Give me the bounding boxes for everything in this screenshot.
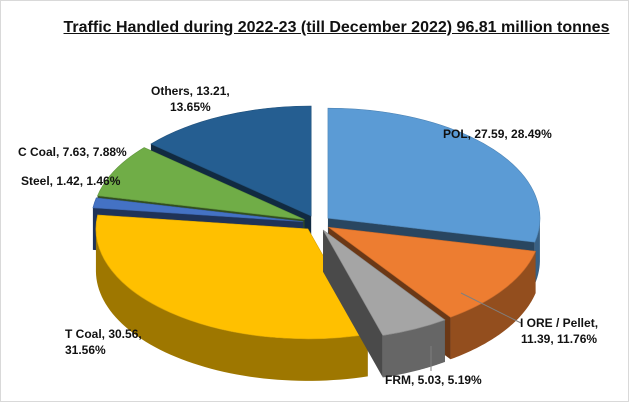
- leader-line: [460, 292, 522, 324]
- slice-wall: [323, 229, 383, 378]
- slice-top: [150, 105, 312, 217]
- label-frm: FRM, 5.03, 5.19%: [385, 373, 482, 387]
- slice-side: [450, 251, 536, 360]
- slice-top: [97, 147, 305, 220]
- pie-slice-frm: [322, 229, 446, 378]
- slice-side: [534, 219, 540, 285]
- label-pol: POL, 27.59, 28.49%: [443, 127, 552, 141]
- slice-top: [95, 214, 369, 340]
- slice-top: [327, 226, 536, 318]
- chart-title: Traffic Handled during 2022-23 (till Dec…: [63, 19, 610, 36]
- label-c-coal: C Coal, 7.63, 7.88%: [18, 145, 127, 159]
- pie-slice-t-coal: [95, 214, 369, 381]
- slice-top: [322, 229, 446, 336]
- slice-side: [382, 319, 445, 378]
- slice-top: [327, 107, 541, 243]
- label-steel: Steel, 1.42, 1.46%: [21, 174, 121, 188]
- label-others: Others, 13.21, 13.65%: [151, 84, 230, 114]
- label-t-coal: T Coal, 30.56, 31.56%: [65, 327, 142, 357]
- slice-top: [92, 197, 304, 222]
- label-iron-ore: I ORE / Pellet, 11.39, 11.76%: [520, 316, 599, 346]
- slice-side: [95, 229, 368, 381]
